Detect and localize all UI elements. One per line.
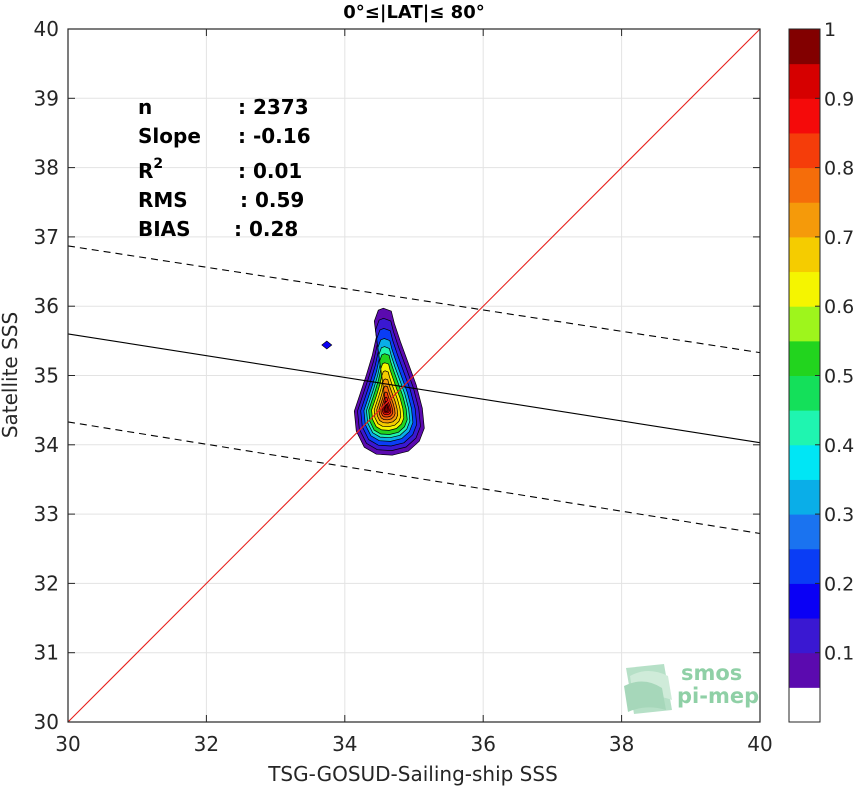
y-tick-label: 31 xyxy=(34,641,59,665)
y-tick-label: 38 xyxy=(34,156,59,180)
logo-text-smos: smos xyxy=(681,661,742,685)
contour-isolated-patch xyxy=(321,340,333,350)
x-tick-label: 30 xyxy=(55,732,80,756)
x-axis-ticks: 30 32 34 36 38 40 xyxy=(55,29,773,756)
logo-text-pi-mep: pi-mep xyxy=(677,684,759,708)
colorbar-tick-label: 0.2 xyxy=(824,573,854,595)
colorbar-segment xyxy=(789,548,820,584)
colorbar-segment xyxy=(789,514,820,550)
colorbar-segment xyxy=(789,375,820,411)
colorbar-segment xyxy=(789,202,820,238)
colorbar-segment xyxy=(789,583,820,619)
colorbar-segment xyxy=(789,687,820,723)
colorbar-segment xyxy=(789,132,820,169)
lower-bound-dashed-line xyxy=(67,421,761,535)
colorbar-tick-label: 0.3 xyxy=(824,504,854,526)
colorbar-tick-label: 0.8 xyxy=(824,158,854,180)
stat-label: Slope xyxy=(138,124,201,148)
x-tick-label: 38 xyxy=(609,732,634,756)
colorbar-ticks: 0.1 0.2 0.3 0.4 0.5 0.6 0.7 0.8 0.9 1 xyxy=(815,19,854,665)
colorbar-tick-label: 1 xyxy=(824,19,836,41)
colorbar-segment xyxy=(789,444,820,480)
y-tick-label: 37 xyxy=(34,225,59,249)
stat-value: : 2373 xyxy=(238,95,309,119)
colorbar-tick-label: 0.4 xyxy=(824,435,854,457)
regression-fit-line xyxy=(67,333,761,444)
colorbar-segment xyxy=(789,652,820,688)
colorbar-tick-label: 0.5 xyxy=(824,366,854,388)
smos-pi-mep-logo: smos pi-mep xyxy=(624,661,759,714)
colorbar-segment xyxy=(789,98,820,134)
colorbar-segment xyxy=(789,306,820,342)
colorbar-tick-label: 0.1 xyxy=(824,643,854,665)
colorbar-tick-label: 0.7 xyxy=(824,227,854,249)
x-tick-label: 32 xyxy=(194,732,219,756)
stat-value: : 0.59 xyxy=(240,188,304,212)
y-tick-label: 35 xyxy=(34,364,59,388)
y-tick-label: 33 xyxy=(34,502,59,526)
colorbar-segment xyxy=(789,63,820,99)
logo-waves-icon xyxy=(624,664,672,714)
colorbar-segment xyxy=(789,29,820,65)
x-tick-label: 34 xyxy=(332,732,357,756)
contour-band xyxy=(384,403,389,412)
chart-title: 0°≤|LAT|≤ 80° xyxy=(343,2,484,23)
colorbar-segment xyxy=(789,340,820,376)
y-tick-label: 34 xyxy=(34,433,59,457)
colorbar-segment xyxy=(789,410,820,446)
stat-value: : -0.16 xyxy=(238,124,311,148)
upper-bound-dashed-line xyxy=(67,245,761,354)
stat-label: RMS xyxy=(138,188,188,212)
stat-superscript: 2 xyxy=(153,156,163,172)
colorbar-segment xyxy=(789,167,820,203)
colorbar-segment xyxy=(789,479,820,515)
x-tick-label: 40 xyxy=(747,732,772,756)
y-axis-label: Satellite SSS xyxy=(0,312,22,438)
density-contours xyxy=(321,307,425,456)
stat-value: : 0.28 xyxy=(234,217,298,241)
y-tick-label: 40 xyxy=(34,17,59,41)
colorbar-tick-label: 0.9 xyxy=(824,88,854,110)
y-tick-label: 39 xyxy=(34,86,59,110)
colorbar-segment xyxy=(789,236,820,273)
x-tick-label: 36 xyxy=(470,732,495,756)
colorbar-tick-label: 0.6 xyxy=(824,296,854,318)
colorbar-segment xyxy=(789,618,820,654)
stat-label: BIAS xyxy=(138,217,191,241)
x-axis-label: TSG-GOSUD-Sailing-ship SSS xyxy=(267,762,558,786)
identity-line xyxy=(67,28,761,723)
stat-label: n xyxy=(138,95,152,119)
colorbar xyxy=(788,28,821,723)
colorbar-segment xyxy=(789,271,820,307)
reference-lines xyxy=(67,28,761,723)
y-tick-label: 30 xyxy=(34,710,59,734)
y-axis-ticks: 30 31 32 33 34 35 36 37 38 39 40 xyxy=(34,17,760,734)
stat-value: : 0.01 xyxy=(238,159,302,183)
y-tick-label: 32 xyxy=(34,571,59,595)
y-tick-label: 36 xyxy=(34,294,59,318)
